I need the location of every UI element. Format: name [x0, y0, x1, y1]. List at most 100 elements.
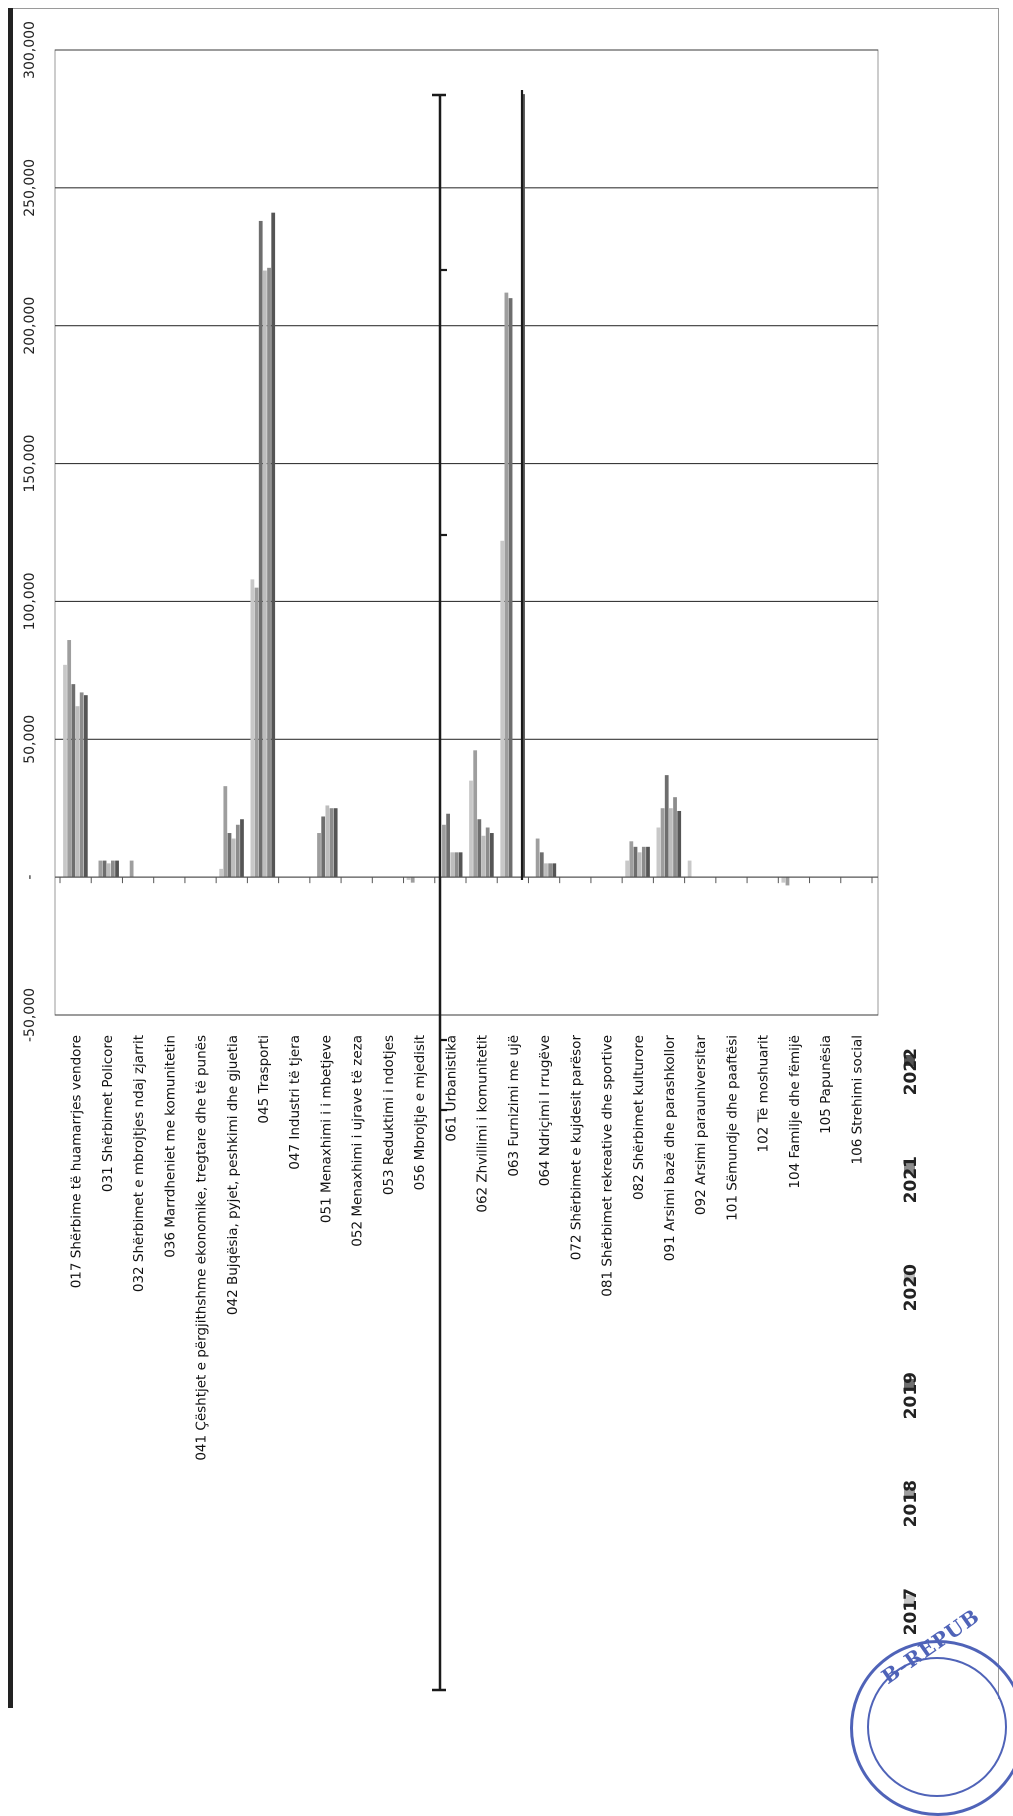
- bar: [646, 846, 650, 878]
- bar: [625, 860, 630, 878]
- bar: [656, 827, 661, 878]
- category-label: 106 Strehimi social: [849, 1035, 865, 1164]
- bar: [227, 833, 232, 878]
- category-label: 036 Marrdheniet me komunitetin: [162, 1035, 178, 1258]
- bar: [106, 863, 111, 878]
- category-label: 081 Shërbimet rekreative dhe sportive: [600, 1035, 616, 1297]
- value-tick-label: 100,000: [22, 572, 38, 630]
- bar: [548, 863, 553, 878]
- value-tick-label: -: [22, 875, 38, 880]
- bar: [406, 877, 411, 880]
- bar: [785, 877, 790, 886]
- bar: [458, 852, 463, 878]
- bar: [781, 877, 786, 883]
- bar: [677, 810, 682, 878]
- bar: [446, 813, 450, 878]
- category-label: 047 Industri të tjera: [287, 1035, 303, 1170]
- bar: [454, 852, 459, 878]
- bar: [67, 640, 72, 878]
- legend: 2017 2018 2019 2020 2021 2022: [901, 1048, 921, 1635]
- bar: [317, 833, 321, 878]
- bar: [535, 838, 540, 878]
- legend-swatch: [904, 1271, 915, 1282]
- bar: [504, 292, 509, 878]
- category-label: 061 Urbanistika: [443, 1035, 459, 1142]
- category-label: 082 Shërbimet kulturore: [631, 1035, 647, 1200]
- bar: [63, 664, 67, 878]
- value-tick-label: 50,000: [22, 715, 38, 764]
- category-label: 091 Arsimi bazë dhe parashkollor: [662, 1035, 678, 1262]
- category-label: 092 Arsimi parauniversitar: [693, 1035, 709, 1216]
- official-stamp: B-REPUB: [850, 1604, 1013, 1816]
- bar: [687, 860, 692, 878]
- bar: [633, 846, 638, 878]
- category-label: 032 Shërbimet e mbrojtjes ndaj zjarrit: [131, 1035, 147, 1292]
- value-tick-label: 150,000: [22, 435, 38, 493]
- category-label: 042 Bujqësia, pyjet, peshkimi dhe gjueti…: [225, 1035, 241, 1315]
- category-label: 031 Shërbimet Policore: [100, 1035, 116, 1192]
- bar: [539, 852, 544, 878]
- bar: [508, 298, 513, 878]
- bar: [83, 695, 88, 878]
- category-label: 072 Shërbimet e kujdesit parësor: [568, 1035, 584, 1261]
- legend-swatch: [904, 1487, 915, 1498]
- bar: [477, 819, 482, 878]
- bar: [489, 833, 494, 878]
- legend-label: 2020: [901, 1264, 921, 1311]
- value-tick-label: 200,000: [22, 297, 38, 355]
- bar: [485, 827, 490, 878]
- bar: [271, 212, 276, 878]
- bar: [469, 780, 473, 878]
- bar: [664, 775, 669, 878]
- legend-label: 2017: [901, 1588, 921, 1635]
- category-label: 041 Çështjet e përgjithshme ekonomike, t…: [194, 1035, 210, 1461]
- category-label: 064 Ndriçimi I rrugëve: [537, 1035, 553, 1186]
- category-label: 045 Trasporti: [256, 1035, 272, 1124]
- value-tick-label: -50,000: [22, 988, 38, 1042]
- bar: [450, 852, 455, 878]
- page-frame-left-edge: [8, 8, 13, 1708]
- value-tick-label: 300,000: [22, 21, 38, 79]
- bar: [333, 808, 338, 878]
- bar: [660, 808, 665, 878]
- bar: [669, 808, 673, 878]
- bar: [473, 750, 478, 878]
- bar: [235, 824, 240, 878]
- category-label: 102 Të moshuarit: [756, 1035, 772, 1152]
- legend-label: 2019: [901, 1372, 921, 1419]
- bar: [329, 808, 334, 878]
- bar: [240, 819, 244, 878]
- bar: [263, 270, 267, 878]
- category-label: 105 Papunësia: [818, 1035, 834, 1134]
- bar: [75, 706, 80, 878]
- category-label: 051 Menaxhimi i i mbetjeve: [318, 1035, 334, 1223]
- gridlines: [54, 49, 879, 1016]
- bar: [500, 540, 505, 878]
- value-tick-label: 250,000: [22, 159, 38, 217]
- bar: [71, 684, 76, 878]
- legend-swatch: [904, 1163, 915, 1174]
- bar: [231, 838, 236, 878]
- category-label: 063 Furnizimi me ujë: [506, 1035, 522, 1177]
- legend-swatch: [904, 1595, 915, 1606]
- bar: [129, 860, 134, 878]
- bar: [325, 805, 330, 878]
- legend-label: 2022: [901, 1048, 921, 1095]
- plot-area-border: [54, 49, 879, 1016]
- category-labels: 017 Shërbime të huamarrjes vendore 031 Sh…: [69, 1035, 866, 1461]
- bar: [410, 877, 415, 883]
- bar: [254, 587, 259, 878]
- bar: [442, 824, 446, 878]
- category-label: 062 Zhvillimi i komunitetit: [475, 1035, 491, 1213]
- bar: [111, 860, 115, 878]
- bars: [63, 94, 790, 886]
- budget-bar-chart: -50,000-50,000100,000150,000200,000250,0…: [22, 21, 921, 1692]
- legend-label: 2021: [901, 1156, 921, 1203]
- bar: [115, 860, 119, 878]
- category-label: 101 Sëmundje dhe paaftësi: [724, 1035, 740, 1221]
- bar: [673, 797, 677, 878]
- bar: [250, 579, 255, 878]
- bar: [552, 863, 557, 878]
- bar: [102, 860, 107, 878]
- bar: [98, 860, 103, 878]
